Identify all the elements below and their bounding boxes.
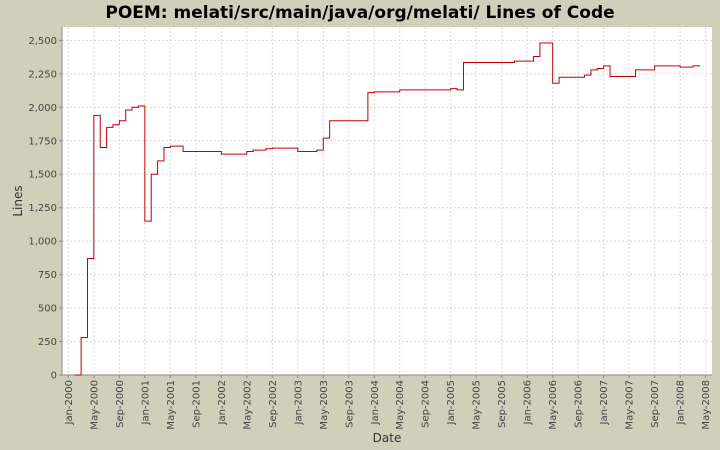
y-tick-label: 1,250 bbox=[28, 203, 57, 214]
y-axis-title: Lines bbox=[11, 185, 25, 216]
x-axis-title: Date bbox=[373, 431, 402, 445]
y-tick-label: 2,250 bbox=[28, 69, 57, 80]
y-tick-label: 1,500 bbox=[28, 170, 57, 181]
x-tick-label: Jan-2001 bbox=[140, 380, 151, 425]
x-tick-label: Jan-2005 bbox=[446, 380, 457, 425]
x-tick-label: Sep-2000 bbox=[115, 380, 126, 428]
x-tick-label: Sep-2004 bbox=[421, 380, 432, 428]
x-tick-label: Jan-2003 bbox=[293, 380, 304, 425]
x-tick-label: Sep-2005 bbox=[497, 380, 508, 428]
data-line bbox=[74, 42, 700, 376]
y-tick-label: 2,500 bbox=[28, 36, 57, 47]
x-tick-label: Sep-2001 bbox=[191, 380, 202, 428]
x-tick-label: May-2004 bbox=[395, 380, 406, 430]
x-tick-label: Jan-2002 bbox=[217, 380, 228, 425]
x-tick-label: Sep-2003 bbox=[344, 380, 355, 428]
y-tick-label: 1,000 bbox=[28, 237, 57, 248]
x-tick-label: Jan-2008 bbox=[676, 380, 687, 425]
x-tick-label: May-2001 bbox=[166, 380, 177, 430]
x-tick-label: Sep-2006 bbox=[574, 380, 585, 428]
y-tick-label: 250 bbox=[38, 337, 57, 348]
x-tick-label: Jan-2006 bbox=[523, 380, 534, 425]
x-tick-label: May-2003 bbox=[319, 380, 330, 430]
y-tick-label: 1,750 bbox=[28, 136, 57, 147]
y-tick-label: 2,000 bbox=[28, 103, 57, 114]
x-tick-label: Sep-2007 bbox=[650, 380, 661, 428]
x-tick-label: May-2008 bbox=[701, 380, 712, 430]
x-tick-label: Jan-2007 bbox=[599, 380, 610, 425]
x-tick-label: Sep-2002 bbox=[268, 380, 279, 428]
y-tick-label: 0 bbox=[51, 371, 57, 382]
x-tick-label: May-2007 bbox=[625, 380, 636, 430]
x-tick-label: Jan-2004 bbox=[370, 380, 381, 425]
x-tick-label: May-2006 bbox=[548, 380, 559, 430]
x-tick-label: May-2002 bbox=[242, 380, 253, 430]
x-tick-label: Jan-2000 bbox=[64, 380, 75, 425]
y-tick-label: 500 bbox=[38, 304, 57, 315]
y-tick-label: 750 bbox=[38, 270, 57, 281]
x-tick-label: May-2005 bbox=[472, 380, 483, 430]
x-tick-label: May-2000 bbox=[89, 380, 100, 430]
chart-title: POEM: melati/src/main/java/org/melati/ L… bbox=[105, 3, 614, 23]
plot-area bbox=[62, 27, 712, 375]
